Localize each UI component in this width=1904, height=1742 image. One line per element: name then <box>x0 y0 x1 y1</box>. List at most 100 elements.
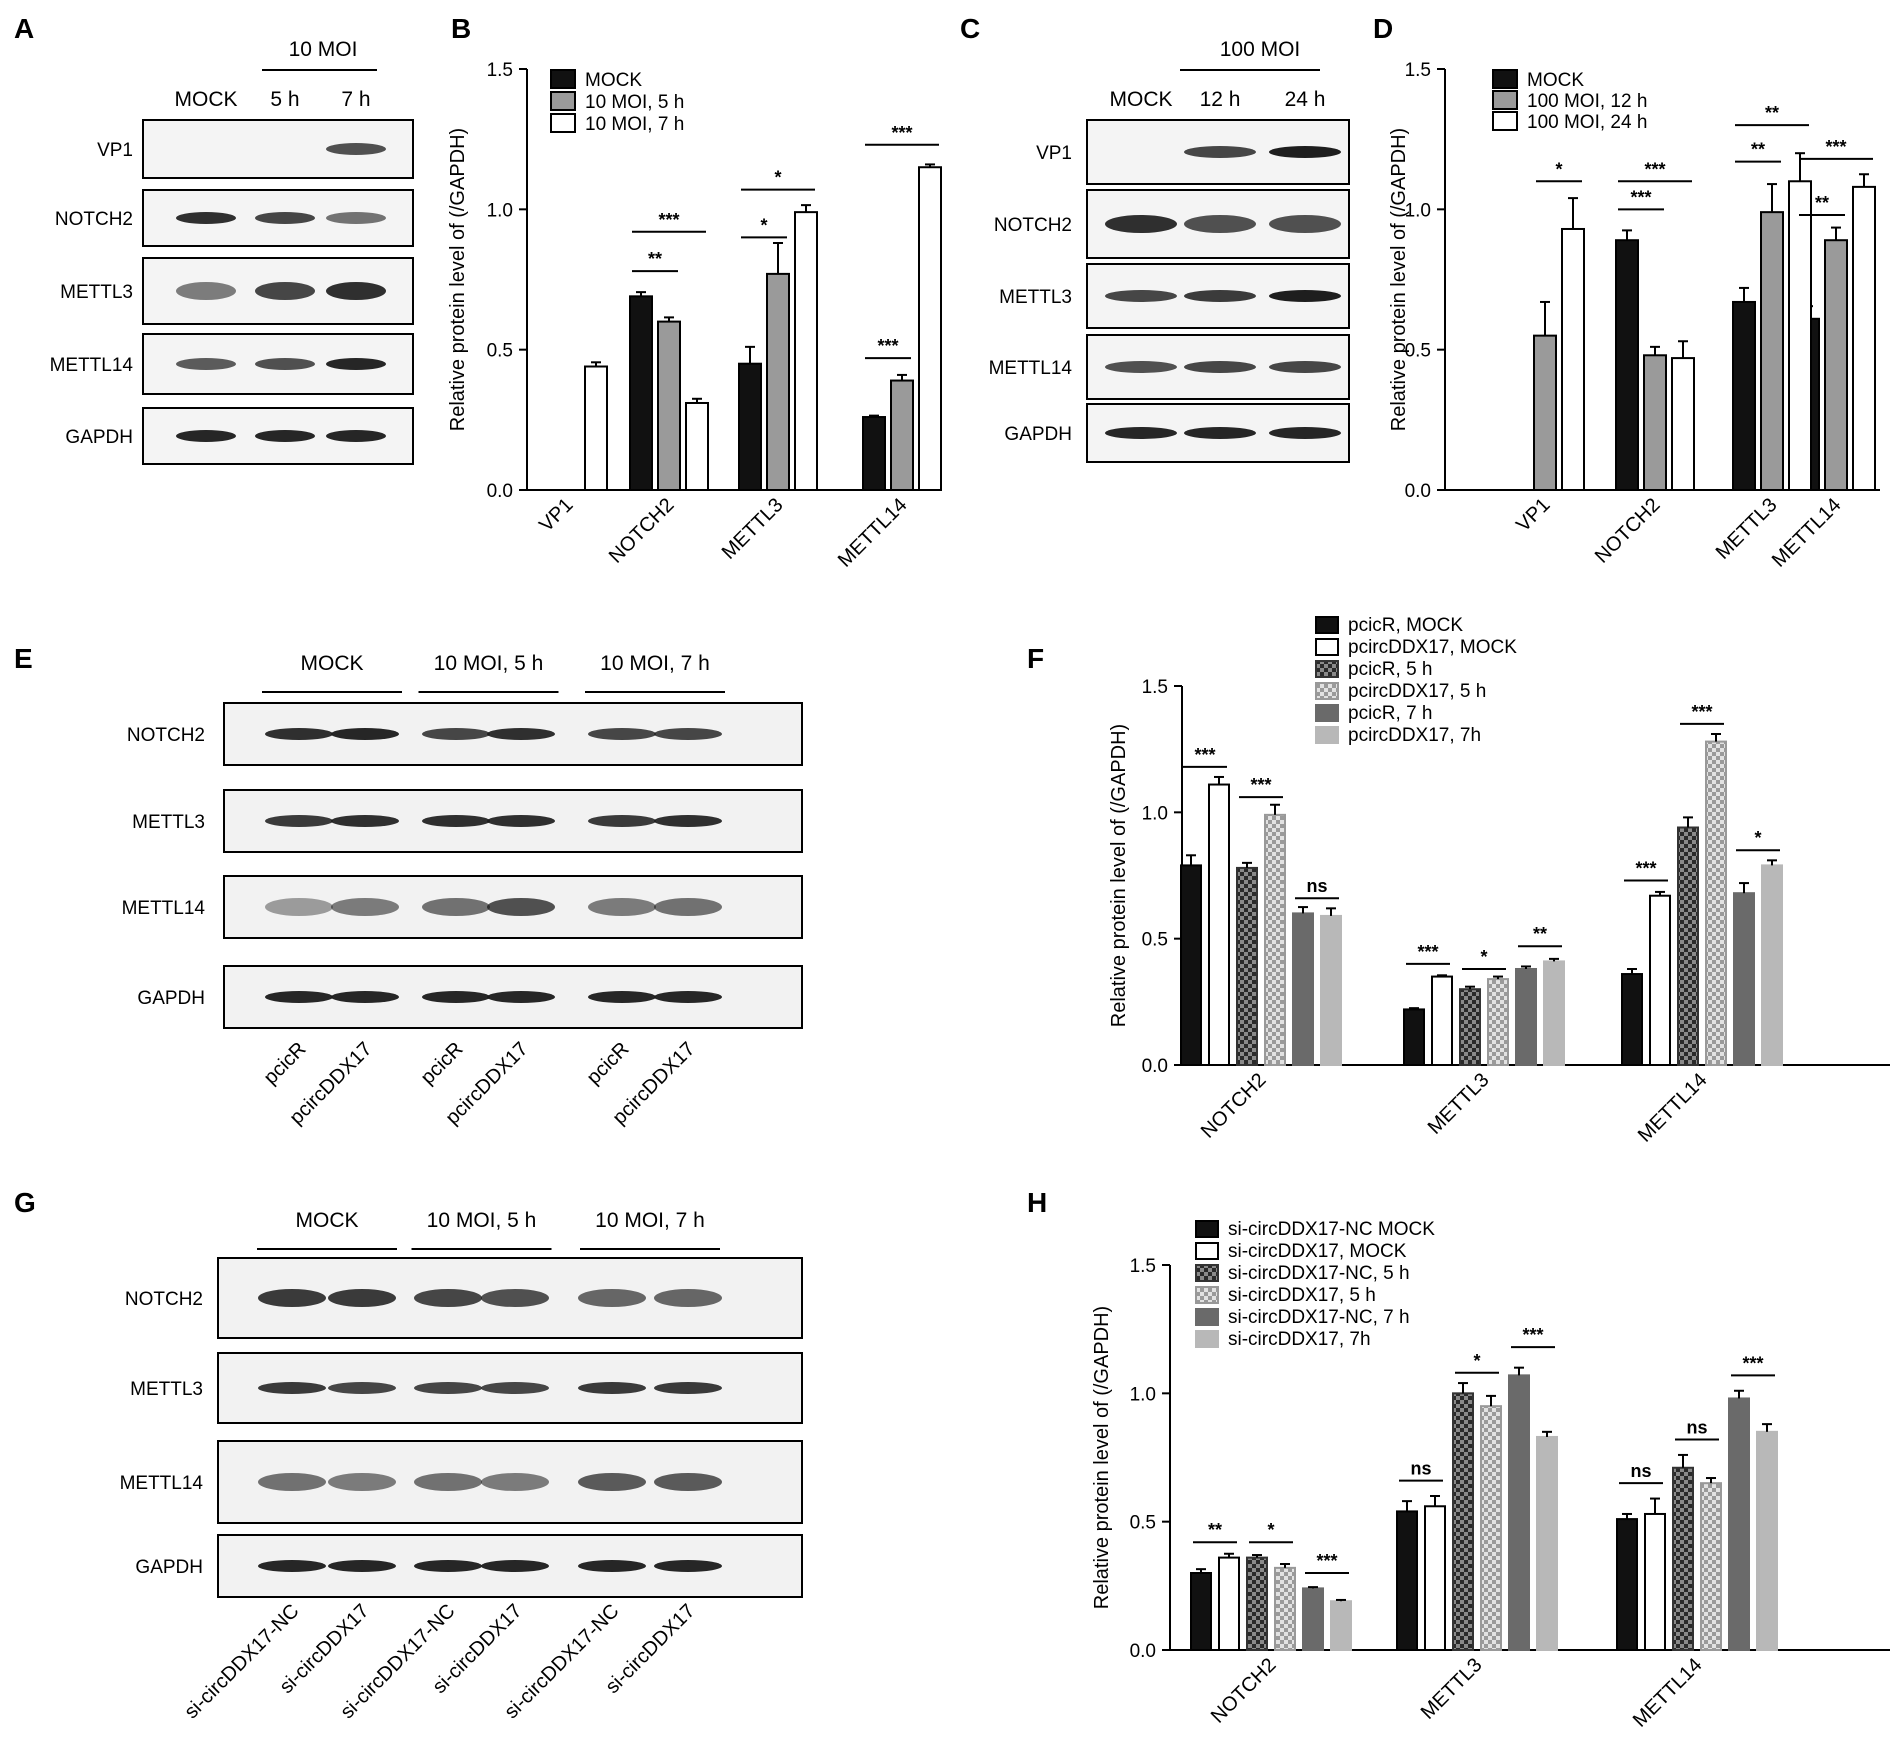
band <box>422 898 490 916</box>
band-label: METTL14 <box>50 355 134 376</box>
band <box>265 815 333 827</box>
band-label: GAPDH <box>65 427 133 448</box>
band <box>326 430 386 442</box>
band <box>1184 146 1256 158</box>
band <box>265 991 333 1003</box>
significance-label: *** <box>1522 1325 1543 1345</box>
band <box>481 1289 549 1307</box>
band <box>1269 427 1341 439</box>
y-tick-label: 0.0 <box>1405 481 1431 502</box>
significance-label: ns <box>1686 1418 1707 1438</box>
legend-label: pcircDDX17, MOCK <box>1348 637 1517 658</box>
band <box>255 358 315 370</box>
bar-NOTCH2-s0 <box>1615 239 1639 491</box>
significance-label: ** <box>648 249 662 269</box>
band <box>578 1382 646 1394</box>
x-tick-label: METTL14 <box>834 494 912 572</box>
y-tick-label: 1.5 <box>1130 1256 1156 1277</box>
x-tick-label: METTL14 <box>1768 494 1846 572</box>
bar-NOTCH2-s1 <box>1643 354 1667 491</box>
band <box>578 1473 646 1491</box>
significance-label: *** <box>1635 859 1656 879</box>
band-label: METTL3 <box>60 282 133 303</box>
sample-label: pcicR <box>417 1038 468 1089</box>
panel-letter-F: F <box>1027 643 1044 674</box>
significance-label: * <box>1267 1520 1274 1540</box>
bar-METTL3-s3 <box>1487 978 1509 1066</box>
band-label: METTL14 <box>989 358 1073 379</box>
bar-METTL3-s2 <box>794 211 818 491</box>
band-label: NOTCH2 <box>55 209 133 230</box>
bar-METTL3-s3 <box>1480 1405 1502 1651</box>
band <box>654 728 722 740</box>
band-label: GAPDH <box>135 1557 203 1578</box>
bar-METTL14-s1 <box>1649 894 1671 1066</box>
significance-label: ns <box>1630 1461 1651 1481</box>
band <box>588 991 656 1003</box>
x-tick-label: METTL3 <box>1424 1069 1494 1139</box>
band <box>487 898 555 916</box>
y-tick-label: 1.0 <box>1142 803 1168 824</box>
bar-NOTCH2-s5 <box>1320 914 1342 1067</box>
band <box>487 728 555 740</box>
legend-label: si-circDDX17, 5 h <box>1228 1285 1376 1306</box>
legend-label: pcicR, MOCK <box>1348 615 1463 636</box>
group-label: 10 MOI, 7 h <box>595 1209 705 1232</box>
y-tick-label: 0.0 <box>487 481 513 502</box>
legend-label: si-circDDX17-NC, 5 h <box>1228 1263 1410 1284</box>
panel-letter-E: E <box>14 643 33 674</box>
significance-label: *** <box>1742 1353 1763 1373</box>
y-tick-label: 0.0 <box>1142 1056 1168 1077</box>
band <box>578 1560 646 1572</box>
bar-METTL3-s0 <box>1403 1008 1425 1066</box>
bar-METTL14-s2 <box>1672 1466 1694 1652</box>
significance-label: ** <box>1815 193 1829 213</box>
band <box>331 898 399 916</box>
significance-label: ns <box>1410 1459 1431 1479</box>
band <box>654 1473 722 1491</box>
band-label: METTL3 <box>132 812 205 833</box>
band <box>331 728 399 740</box>
panel-letter-B: B <box>451 13 471 44</box>
y-axis-label: Relative protein level of (/GAPDH) <box>1108 724 1130 1027</box>
band <box>326 282 386 300</box>
legend-swatch <box>1315 660 1339 678</box>
bar-VP1-s1 <box>1533 334 1557 491</box>
band <box>654 815 722 827</box>
panel-letter-D: D <box>1373 13 1393 44</box>
sample-label: si-circDDX17-NC <box>180 1600 303 1723</box>
bar-NOTCH2-s4 <box>1302 1587 1324 1652</box>
band <box>1269 215 1341 233</box>
x-tick-label: NOTCH2 <box>1197 1069 1271 1143</box>
significance-label: *** <box>877 336 898 356</box>
band-label: NOTCH2 <box>127 725 205 746</box>
panel-letter-C: C <box>960 13 980 44</box>
legend-swatch <box>1195 1264 1219 1282</box>
band <box>328 1473 396 1491</box>
band <box>654 991 722 1003</box>
significance-label: ** <box>1765 103 1779 123</box>
bar-NOTCH2-s2 <box>685 401 709 492</box>
band <box>258 1473 326 1491</box>
legend-swatch <box>1492 69 1518 89</box>
bar-NOTCH2-s2 <box>1246 1556 1268 1651</box>
band <box>588 815 656 827</box>
band-label: METTL14 <box>120 1473 204 1494</box>
band <box>258 1382 326 1394</box>
legend-label: si-circDDX17-NC, 7 h <box>1228 1307 1410 1328</box>
legend-label: si-circDDX17-NC MOCK <box>1228 1219 1435 1240</box>
bar-METTL14-s2 <box>1677 826 1699 1067</box>
band <box>578 1289 646 1307</box>
legend-swatch <box>1315 704 1339 722</box>
band <box>326 212 386 224</box>
bar-METTL14-s5 <box>1761 864 1783 1066</box>
x-tick-label: METTL3 <box>718 494 788 564</box>
legend-swatch <box>550 113 576 133</box>
group-label: MOCK <box>301 652 364 675</box>
significance-label: *** <box>1644 159 1665 179</box>
band <box>1184 290 1256 302</box>
y-tick-label: 1.0 <box>1405 200 1431 221</box>
band <box>481 1473 549 1491</box>
legend-label: pcircDDX17, 5 h <box>1348 681 1486 702</box>
